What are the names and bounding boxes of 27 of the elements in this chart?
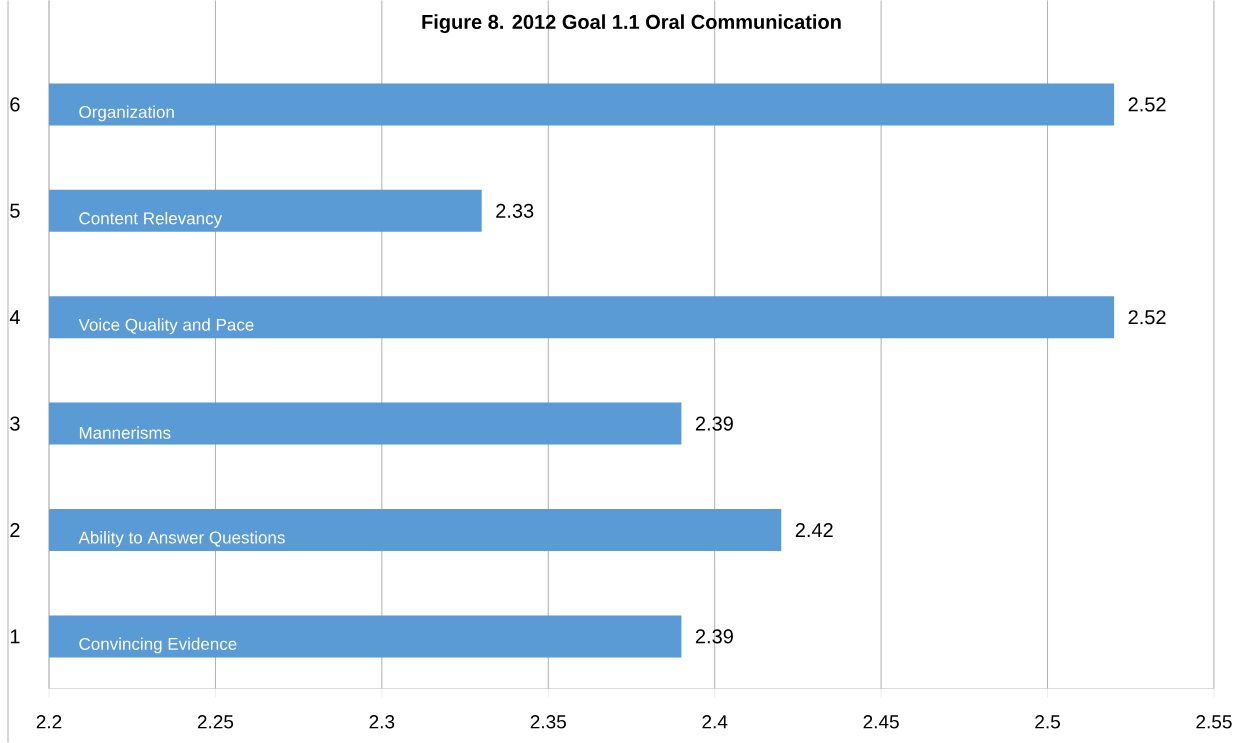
data-label: 2.42 xyxy=(795,523,833,537)
y-tick-label: 2 xyxy=(10,523,20,537)
data-label: 2.33 xyxy=(496,203,534,218)
x-tick-label: 2.4 xyxy=(702,715,728,729)
x-tick-label: 2.55 xyxy=(1196,715,1232,729)
x-tick-label: 2.3 xyxy=(369,715,395,729)
annotation: Convincing Evidence xyxy=(79,637,237,654)
y-tick-label: 5 xyxy=(10,203,20,218)
annotation: Ability to Answer Questions xyxy=(78,531,285,547)
data-label: 2.39 xyxy=(695,416,733,431)
y-tick-label: 6 xyxy=(10,97,20,112)
x-tick-label: 2.5 xyxy=(1035,715,1060,729)
x-tick-label: 2.2 xyxy=(36,715,62,729)
annotation: Mannerisms xyxy=(79,426,171,439)
x-tick-label: 2.25 xyxy=(197,715,234,729)
text: Figure 8. 2012 Goal 1.1 Oral Communication xyxy=(422,14,841,34)
annotation: Content Relevancy xyxy=(79,211,223,228)
data-label: 2.39 xyxy=(695,629,733,644)
x-tick-label: 2.45 xyxy=(863,715,899,729)
annotation: Organization xyxy=(79,105,174,122)
data-label: 2.52 xyxy=(1128,97,1166,112)
y-tick-label: 4 xyxy=(9,310,20,325)
data-label: 2.52 xyxy=(1128,310,1166,325)
annotation: Voice Quality and Pace xyxy=(78,318,254,335)
y-tick-label: 3 xyxy=(10,416,20,431)
x-tick-label: 2.35 xyxy=(530,715,566,729)
y-tick-label: 1 xyxy=(10,629,20,644)
